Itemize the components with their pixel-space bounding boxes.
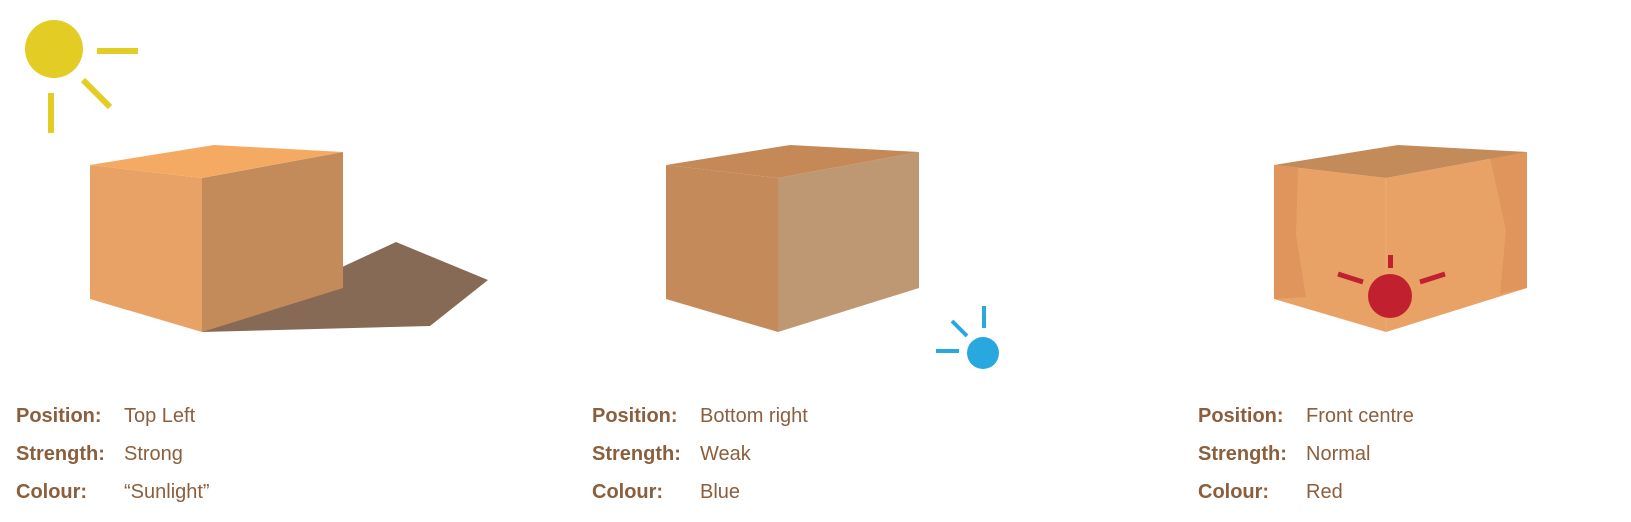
colour-row: Colour: Red [1198, 480, 1631, 518]
light-source-icon [1337, 255, 1446, 318]
light-info-top-left: Position: Top Left Strength: Strong Colo… [16, 404, 496, 518]
position-row: Position: Top Left [16, 404, 496, 442]
position-label: Position: [1198, 405, 1284, 427]
box-front-face [666, 165, 778, 332]
strength-row: Strength: Strong [16, 442, 496, 480]
position-value: Bottom right [700, 405, 808, 427]
colour-row: Colour: Blue [592, 480, 1072, 518]
colour-label: Colour: [1198, 481, 1270, 503]
box-left-edge-shade [1274, 165, 1306, 299]
box-side-face [202, 152, 343, 332]
strength-row: Strength: Weak [592, 442, 1072, 480]
box-right-edge-shade [1490, 152, 1527, 294]
box-side-face [1386, 152, 1527, 332]
sun-icon [25, 20, 138, 133]
box-side-face [778, 152, 919, 332]
strength-row: Strength: Normal [1198, 442, 1631, 480]
box-bottom-right-light [666, 145, 919, 332]
position-value: Top Left [124, 405, 196, 427]
strength-value: Weak [700, 443, 751, 465]
light-info-front-centre: Position: Front centre Strength: Normal … [1198, 404, 1631, 518]
strength-value: Strong [124, 443, 183, 465]
box-top-face [666, 145, 919, 178]
box-top-left-light [90, 145, 488, 332]
strength-label: Strength: [592, 443, 681, 465]
colour-row: Colour: “Sunlight” [16, 480, 496, 518]
colour-value: “Sunlight” [124, 481, 210, 503]
light-info-bottom-right: Position: Bottom right Strength: Weak Co… [592, 404, 1072, 518]
position-label: Position: [16, 405, 102, 427]
light-source-icon [936, 306, 999, 369]
lighting-illustration [25, 20, 1527, 369]
box-front-face [90, 165, 202, 332]
box-top-face [90, 145, 343, 178]
strength-label: Strength: [16, 443, 105, 465]
position-row: Position: Front centre [1198, 404, 1631, 442]
colour-value: Red [1306, 481, 1343, 503]
position-label: Position: [592, 405, 678, 427]
strength-value: Normal [1306, 443, 1371, 465]
strength-label: Strength: [1198, 443, 1287, 465]
position-value: Front centre [1306, 405, 1414, 427]
colour-label: Colour: [16, 481, 88, 503]
position-row: Position: Bottom right [592, 404, 1072, 442]
box-top-face [1274, 145, 1527, 178]
colour-label: Colour: [592, 481, 664, 503]
box-front-light [1274, 145, 1527, 332]
colour-value: Blue [700, 481, 741, 503]
